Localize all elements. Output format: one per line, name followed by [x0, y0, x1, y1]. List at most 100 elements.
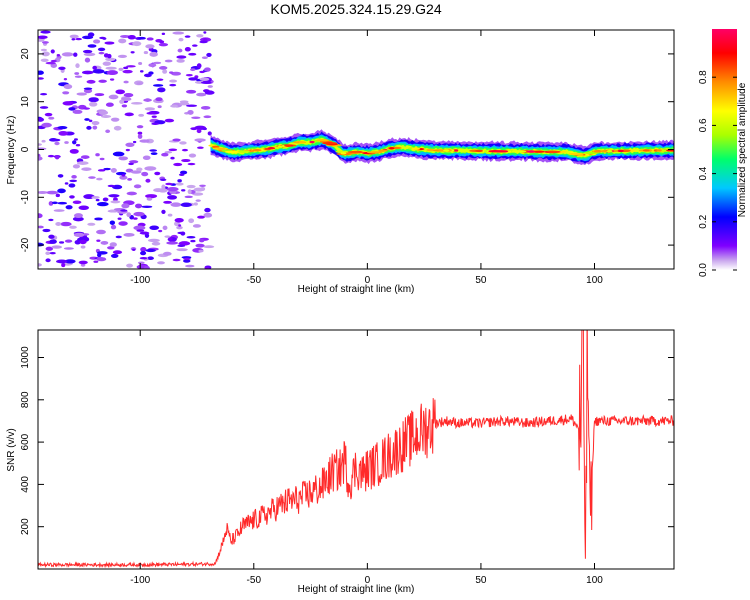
noise-speckle [150, 152, 158, 155]
noise-speckle [38, 117, 45, 122]
noise-speckle [48, 116, 55, 120]
ridge-hotspot [656, 149, 662, 152]
noise-speckle [61, 52, 74, 57]
spectrogram-x-tick-label: 50 [475, 275, 487, 286]
noise-speckle [121, 97, 132, 102]
noise-speckle [137, 134, 143, 139]
noise-speckle [200, 81, 212, 85]
snr-plot-area [38, 330, 674, 569]
noise-speckle [45, 61, 56, 65]
noise-speckle [178, 173, 185, 177]
ridge-hotspot [593, 150, 603, 153]
noise-speckle [96, 251, 108, 255]
ridge-hotspot [388, 147, 395, 150]
noise-speckle [146, 111, 156, 115]
noise-speckle [194, 75, 199, 79]
noise-speckle [46, 190, 58, 195]
noise-speckle [195, 199, 201, 202]
noise-speckle [103, 167, 111, 171]
noise-speckle [108, 94, 119, 100]
noise-speckle [91, 195, 100, 199]
spectrogram-y-tick-label: 0 [20, 146, 31, 152]
noise-speckle [96, 201, 109, 207]
noise-speckle [38, 70, 44, 75]
ridge-hotspot [237, 150, 250, 153]
snr-y-label: SNR (v/v) [6, 428, 17, 471]
noise-speckle [39, 106, 49, 109]
noise-speckle [68, 107, 76, 111]
noise-speckle [136, 229, 145, 232]
noise-speckle [57, 126, 68, 130]
ridge-hotspot [252, 149, 262, 152]
noise-speckle [109, 209, 116, 213]
noise-speckle [155, 97, 163, 102]
noise-speckle [177, 48, 183, 53]
noise-speckle [158, 66, 168, 70]
ridge-hotspot [443, 149, 450, 152]
noise-speckle [158, 43, 169, 47]
snr-frame [37, 329, 675, 570]
noise-speckle [203, 67, 211, 72]
signal-ridge [208, 129, 674, 165]
noise-speckle [73, 52, 78, 57]
noise-speckle [69, 148, 79, 154]
ridge-hotspot [411, 147, 421, 151]
noise-speckle [50, 49, 55, 54]
ridge-hotspot [454, 149, 459, 152]
noise-speckle [38, 35, 48, 39]
noise-speckle [157, 87, 166, 93]
noise-speckle [57, 174, 64, 178]
noise-speckle [38, 225, 44, 229]
noise-speckle [143, 73, 152, 78]
noise-speckle [154, 171, 161, 176]
noise-speckle [140, 247, 147, 252]
noise-speckle [128, 162, 134, 166]
noise-speckle [203, 212, 213, 218]
noise-speckle [199, 184, 206, 188]
noise-speckle [166, 241, 179, 245]
noise-speckle [97, 169, 106, 172]
noise-speckle [139, 70, 144, 73]
noise-speckle [161, 32, 166, 36]
noise-speckle [72, 164, 80, 169]
ridge-hotspot [211, 145, 220, 149]
noise-speckle [72, 109, 83, 114]
noise-speckle [88, 176, 96, 179]
noise-speckle [109, 220, 116, 225]
noise-speckle [127, 34, 136, 40]
noise-speckle [159, 40, 165, 44]
noise-speckle [149, 149, 158, 152]
noise-speckle [68, 183, 76, 188]
noise-speckle [126, 263, 133, 268]
noise-speckle [112, 250, 123, 255]
noise-speckle [163, 200, 172, 204]
noise-speckle [164, 59, 173, 63]
colorbar-tick-label: 0.8 [698, 70, 709, 84]
noise-speckle [88, 119, 93, 123]
noise-speckle [41, 51, 50, 57]
snr-x-tick-label: -50 [247, 575, 262, 586]
noise-speckle [60, 221, 72, 227]
noise-speckle [139, 139, 150, 143]
noise-speckle [42, 41, 49, 44]
snr-x-tick-label: 0 [365, 575, 371, 586]
noise-speckle [143, 265, 150, 269]
noise-speckle [75, 63, 80, 69]
noise-speckle [45, 246, 54, 251]
noise-speckle [172, 31, 185, 35]
ridge-hotspot [340, 152, 347, 155]
noise-speckle [40, 30, 51, 34]
noise-speckle [196, 129, 202, 134]
noise-speckle [117, 217, 122, 220]
noise-speckle [48, 218, 54, 222]
noise-speckle [157, 261, 165, 265]
noise-speckle [74, 239, 81, 245]
noise-speckle [126, 212, 132, 218]
ridge-hotspot [299, 141, 305, 144]
noise-speckle [132, 140, 137, 144]
colorbar: 0.0 0.2 0.4 0.6 0.8 Normalized spectral ampl… [698, 29, 748, 277]
noise-speckle [100, 114, 112, 118]
noise-speckle [169, 190, 177, 194]
